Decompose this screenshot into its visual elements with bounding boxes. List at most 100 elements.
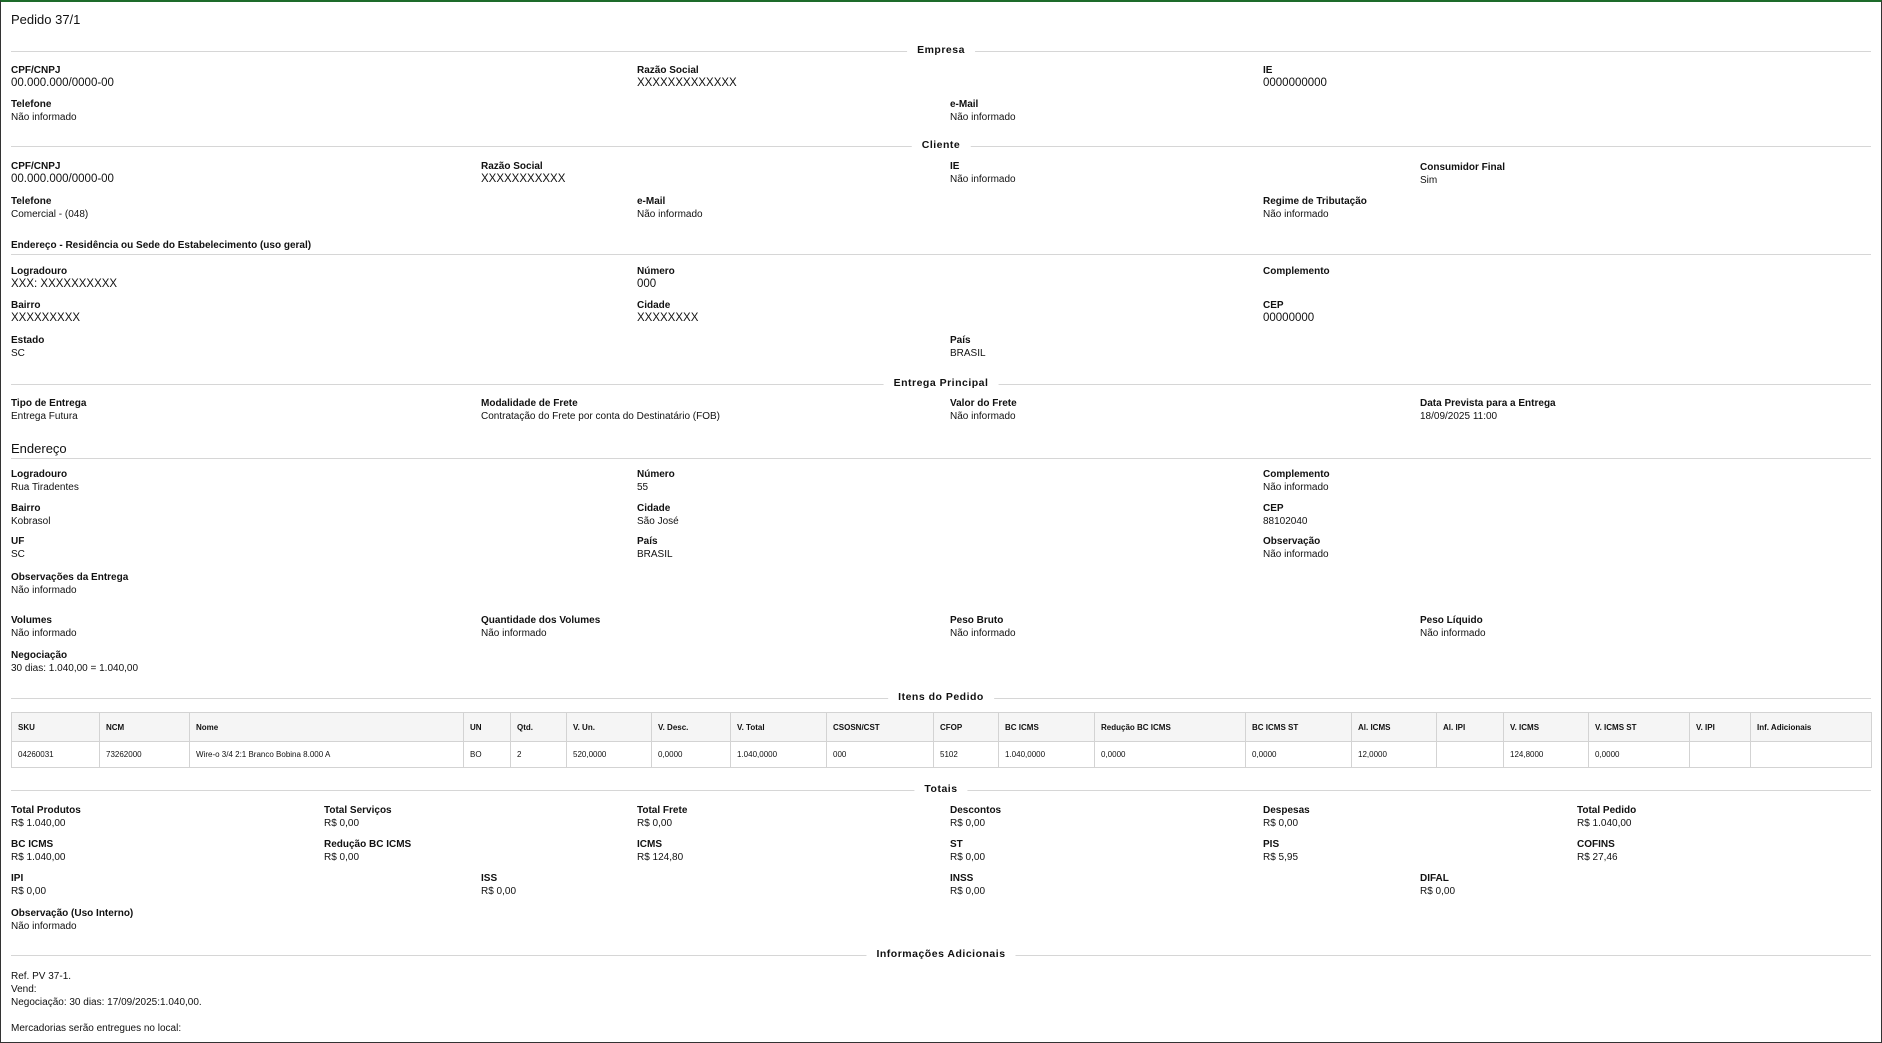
cliente-pais: País BRASIL (950, 335, 986, 359)
table-cell: 0,0000 (651, 741, 731, 768)
items-header-cell: Al. IPI (1436, 712, 1504, 742)
info-line: Negociação: 30 dias: 17/09/2025:1.040,00… (11, 997, 202, 1008)
cliente-bairro: Bairro XXXXXXXXX (11, 300, 81, 324)
entrega-data-prevista: Data Prevista para a Entrega 18/09/2025 1… (1420, 398, 1556, 422)
difal: DIFAL R$ 0,00 (1420, 873, 1456, 897)
table-cell: 12,0000 (1351, 741, 1437, 768)
entrega-bairro: Bairro Kobrasol (11, 503, 51, 527)
items-header-cell: UN (463, 712, 511, 742)
table-cell: 2 (510, 741, 567, 768)
table-cell: 0,0000 (1245, 741, 1352, 768)
info-line: Mercadorias serão entregues no local: (11, 1023, 182, 1034)
section-itens: Itens do Pedido (11, 691, 1871, 705)
table-cell (1436, 741, 1504, 768)
items-header-cell: Redução BC ICMS (1094, 712, 1246, 742)
section-info: Informações Adicionais (11, 948, 1871, 962)
empresa-cpf: CPF/CNPJ 00.000.000/0000-00 (11, 65, 114, 89)
cliente-cidade: Cidade XXXXXXXX (637, 300, 699, 324)
volumes: Volumes Não informado (11, 615, 77, 639)
items-header-cell: Al. ICMS (1351, 712, 1437, 742)
icms: ICMS R$ 124,80 (637, 839, 684, 863)
total-pedido: Total Pedido R$ 1.040,00 (1577, 805, 1637, 829)
reducao-bc-icms: Redução BC ICMS R$ 0,00 (324, 839, 412, 863)
entrega-logradouro: Logradouro Rua Tiradentes (11, 469, 79, 493)
items-header-cell: NCM (99, 712, 190, 742)
empresa-ie: IE 0000000000 (1263, 65, 1327, 89)
entrega-cep: CEP 88102040 (1263, 503, 1308, 527)
cliente-cep: CEP 00000000 (1263, 300, 1315, 324)
table-cell: 73262000 (99, 741, 190, 768)
empresa-razao: Razão Social XXXXXXXXXXXXX (637, 65, 737, 89)
items-header-cell: V. Un. (566, 712, 652, 742)
peso-liquido: Peso Líquido Não informado (1420, 615, 1486, 639)
entrega-observacao: Observação Não informado (1263, 536, 1329, 560)
entrega-complemento: Complemento Não informado (1263, 469, 1330, 493)
table-row: 04260031 73262000 Wire-o 3/4 2:1 Branco Bo… (11, 741, 1872, 768)
negociacao: Negociação 30 dias: 1.040,00 = 1.040,00 (11, 650, 139, 674)
items-header-row: SKU NCM Nome UN Qtd. V. Un. V. Desc. V. Total CS… (11, 712, 1872, 742)
table-cell (1689, 741, 1751, 768)
cliente-razao: Razão Social XXXXXXXXXXX (481, 161, 566, 185)
cliente-consumidor-final: Consumidor Final Sim (1420, 162, 1505, 186)
table-cell: 124,8000 (1503, 741, 1589, 768)
empresa-telefone: Telefone Não informado (11, 99, 77, 123)
cliente-logradouro: Logradouro XXX: XXXXXXXXXX (11, 266, 118, 290)
table-cell: 0,0000 (1094, 741, 1246, 768)
entrega-cidade: Cidade São José (637, 503, 679, 527)
entrega-observacoes-entrega: Observações da Entrega Não informado (11, 572, 129, 596)
cliente-estado: Estado SC (11, 335, 45, 359)
table-cell: 0,0000 (1588, 741, 1690, 768)
entrega-pais: País BRASIL (637, 536, 673, 560)
items-header-cell: Nome (189, 712, 464, 742)
items-header-cell: V. Total (730, 712, 827, 742)
inss: INSS R$ 0,00 (950, 873, 986, 897)
bc-icms: BC ICMS R$ 1.040,00 (11, 839, 66, 863)
table-cell: 1.040,0000 (998, 741, 1095, 768)
table-cell (1750, 741, 1872, 768)
iss: ISS R$ 0,00 (481, 873, 517, 897)
items-header-cell: BC ICMS (998, 712, 1095, 742)
cliente-regime: Regime de Tributação Não informado (1263, 196, 1367, 220)
table-cell: BO (463, 741, 511, 768)
items-header-cell: V. Desc. (651, 712, 731, 742)
table-cell: 04260031 (11, 741, 100, 768)
entrega-uf: UF SC (11, 536, 25, 560)
peso-bruto: Peso Bruto Não informado (950, 615, 1016, 639)
table-cell: 5102 (933, 741, 999, 768)
cofins: COFINS R$ 27,46 (1577, 839, 1618, 863)
ipi: IPI R$ 0,00 (11, 873, 47, 897)
items-header-cell: CSOSN/CST (826, 712, 934, 742)
section-entrega: Entrega Principal (11, 377, 1871, 391)
cliente-numero: Número 000 (637, 266, 675, 290)
page-title: Pedido 37/1 (11, 12, 81, 27)
total-servicos: Total Serviços R$ 0,00 (324, 805, 392, 829)
total-produtos: Total Produtos R$ 1.040,00 (11, 805, 81, 829)
section-empresa: Empresa (11, 44, 1871, 58)
total-frete: Total Frete R$ 0,00 (637, 805, 688, 829)
st: ST R$ 0,00 (950, 839, 986, 863)
items-header-cell: V. ICMS ST (1588, 712, 1690, 742)
descontos: Descontos R$ 0,00 (950, 805, 1002, 829)
table-cell: 000 (826, 741, 934, 768)
cliente-cpf: CPF/CNPJ 00.000.000/0000-00 (11, 161, 114, 185)
section-endereco-entrega: Endereço (11, 441, 67, 456)
cliente-telefone: Telefone Comercial - (048) (11, 196, 89, 220)
info-line (11, 1009, 202, 1022)
table-cell: Wire-o 3/4 2:1 Branco Bobina 8.000 A (189, 741, 464, 768)
entrega-numero: Número 55 (637, 469, 675, 493)
items-header-cell: V. ICMS (1503, 712, 1589, 742)
entrega-valor-frete: Valor do Frete Não informado (950, 398, 1017, 422)
items-header-cell: CFOP (933, 712, 999, 742)
cliente-ie: IE Não informado (950, 161, 1016, 185)
items-header-cell: Inf. Adicionais (1750, 712, 1872, 742)
cliente-complemento: Complemento (1263, 266, 1330, 277)
pis: PIS R$ 5,95 (1263, 839, 1299, 863)
table-cell: 1.040,0000 (730, 741, 827, 768)
items-header-cell: BC ICMS ST (1245, 712, 1352, 742)
section-endereco-cliente: Endereço - Residência ou Sede do Estabel… (11, 240, 312, 251)
items-header-cell: Qtd. (510, 712, 567, 742)
table-cell: 520,0000 (566, 741, 652, 768)
entrega-tipo: Tipo de Entrega Entrega Futura (11, 398, 87, 422)
observacao-uso-interno: Observação (Uso Interno) Não informado (11, 908, 134, 932)
